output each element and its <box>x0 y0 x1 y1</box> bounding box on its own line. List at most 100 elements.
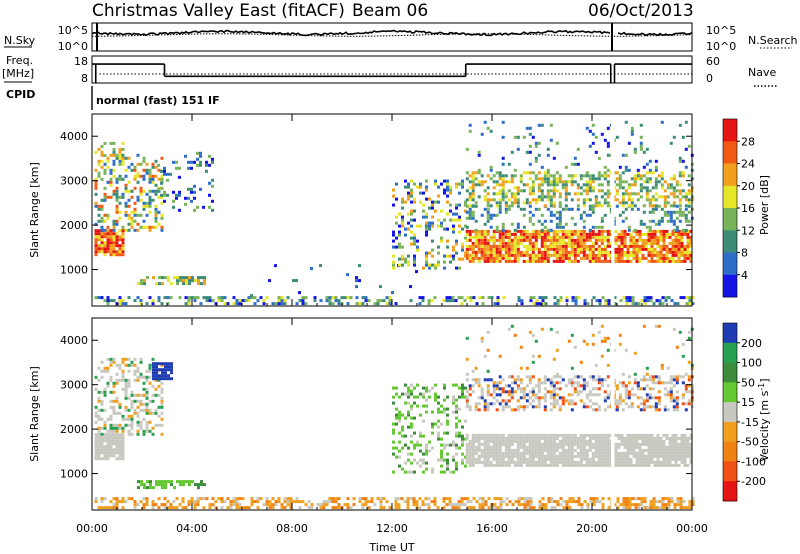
heatmap-cell <box>97 378 101 382</box>
heatmap-cell <box>650 235 654 239</box>
heatmap-cell <box>407 458 410 462</box>
heatmap-cell <box>460 500 464 504</box>
heatmap-cell <box>665 445 669 449</box>
heatmap-cell <box>555 387 559 391</box>
heatmap-cell <box>641 232 645 236</box>
heatmap-cell <box>160 411 164 415</box>
heatmap-cell <box>504 439 508 443</box>
heatmap-cell <box>164 365 167 369</box>
heatmap-cell <box>519 463 523 467</box>
heatmap-cell <box>577 497 581 501</box>
heatmap-cell <box>534 445 538 449</box>
heatmap-cell <box>461 242 464 246</box>
heatmap-cell <box>100 238 104 242</box>
heatmap-cell <box>398 245 401 249</box>
heatmap-cell <box>671 454 675 458</box>
heatmap-cell <box>253 296 257 300</box>
heatmap-cell <box>669 387 673 391</box>
heatmap-cell <box>434 182 437 186</box>
heatmap-cell <box>480 448 484 452</box>
heatmap-cell <box>145 429 149 433</box>
heatmap-cell <box>582 229 586 233</box>
heatmap-cell <box>478 497 482 501</box>
heatmap-cell <box>673 506 677 510</box>
heatmap-cell <box>94 232 98 236</box>
heatmap-cell <box>100 432 104 436</box>
heatmap-cell <box>674 436 678 440</box>
heatmap-cell <box>489 433 493 437</box>
heatmap-cell <box>522 259 526 263</box>
heatmap-cell <box>94 186 98 190</box>
heatmap-cell <box>127 357 131 361</box>
heatmap-cell <box>121 253 125 257</box>
heatmap-cell <box>689 448 693 452</box>
heatmap-cell <box>647 238 651 242</box>
heatmap-cell <box>471 369 475 373</box>
heatmap-cell <box>525 393 529 397</box>
heatmap-cell <box>145 426 149 430</box>
heatmap-cell <box>109 357 113 361</box>
heatmap-cell <box>109 177 113 181</box>
heatmap-cell <box>641 442 645 446</box>
heatmap-cell <box>670 500 674 504</box>
heatmap-cell <box>591 333 595 337</box>
heatmap-cell <box>151 165 155 169</box>
heatmap-cell <box>401 197 404 201</box>
heatmap-cell <box>684 192 688 196</box>
heatmap-cell <box>588 448 592 452</box>
heatmap-cell <box>115 189 119 193</box>
heatmap-cell <box>352 503 356 507</box>
heatmap-cell <box>576 241 580 245</box>
heatmap-cell <box>657 195 661 199</box>
heatmap-cell <box>621 195 625 199</box>
heatmap-cell <box>103 393 107 397</box>
heatmap-cell <box>468 256 472 260</box>
heatmap-cell <box>651 405 655 409</box>
heatmap-cell <box>540 232 544 236</box>
heatmap-cell <box>214 500 218 504</box>
heatmap-cell <box>115 411 119 415</box>
heatmap-cell <box>531 213 535 217</box>
heatmap-cell <box>398 230 401 234</box>
heatmap-cell <box>109 454 113 458</box>
heatmap-cell <box>501 135 505 139</box>
heatmap-cell <box>464 236 467 240</box>
heatmap-cell <box>112 429 116 433</box>
heatmap-cell <box>620 442 624 446</box>
heatmap-cell <box>677 235 681 239</box>
heatmap-cell <box>687 336 691 340</box>
heatmap-cell <box>659 445 663 449</box>
heatmap-cell <box>558 216 562 220</box>
heatmap-cell <box>639 147 643 151</box>
heatmap-cell <box>483 259 487 263</box>
heatmap-cell <box>519 436 523 440</box>
heatmap-cell <box>468 186 472 190</box>
heatmap-cell <box>672 219 676 223</box>
heatmap-cell <box>148 408 152 412</box>
heatmap-cell <box>364 500 368 504</box>
heatmap-cell <box>492 198 496 202</box>
heatmap-cell <box>477 378 481 382</box>
heatmap-cell <box>465 177 469 181</box>
heatmap-cell <box>452 227 455 231</box>
heatmap-cell <box>680 436 684 440</box>
heatmap-cell <box>217 497 221 501</box>
colorbar-segment <box>723 141 737 164</box>
heatmap-cell <box>582 442 586 446</box>
heatmap-cell <box>118 457 122 461</box>
heatmap-cell <box>513 259 517 263</box>
heatmap-cell <box>489 259 493 263</box>
heatmap-cell <box>499 506 503 510</box>
heatmap-cell <box>573 390 577 394</box>
heatmap-cell <box>667 506 671 510</box>
heatmap-cell <box>121 454 125 458</box>
heatmap-cell <box>576 436 580 440</box>
heatmap-cell <box>513 433 517 437</box>
heatmap-cell <box>526 500 530 504</box>
heatmap-cell <box>570 448 574 452</box>
heatmap-cell <box>686 244 690 248</box>
heatmap-cell <box>452 395 455 399</box>
heatmap-cell <box>585 238 589 242</box>
heatmap-cell <box>516 256 520 260</box>
heatmap-cell <box>160 423 164 427</box>
